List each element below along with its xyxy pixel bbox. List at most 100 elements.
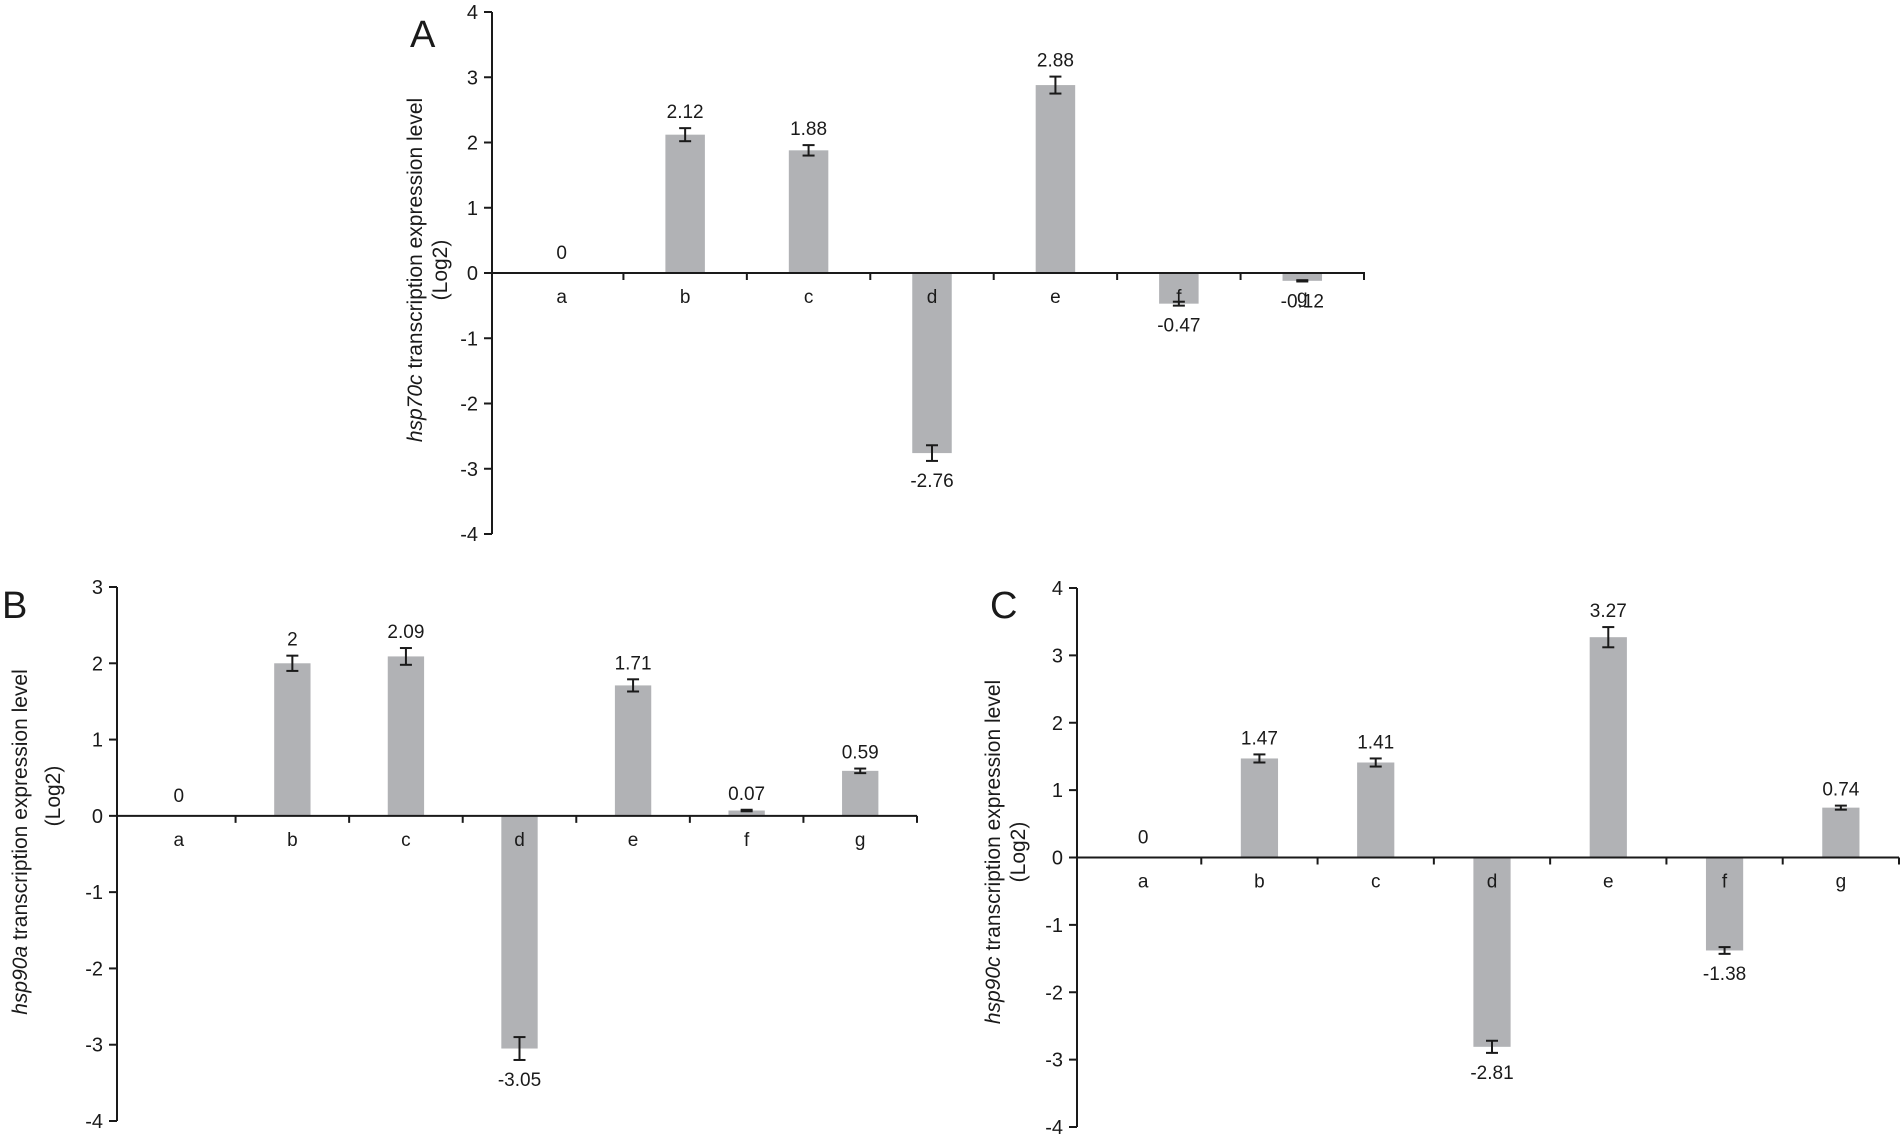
y-axis-title-gene-c: hsp90c bbox=[982, 956, 1005, 1024]
bar-c bbox=[387, 656, 425, 816]
y-axis-unit-b: (Log2) bbox=[42, 766, 65, 827]
y-axis-unit-c: (Log2) bbox=[1007, 822, 1030, 883]
y-tick-label: 2 bbox=[467, 133, 478, 155]
y-tick-label: 3 bbox=[467, 67, 478, 89]
x-tick-label: e bbox=[1603, 872, 1614, 893]
y-axis-title-gene-b: hsp90a bbox=[9, 946, 32, 1015]
x-tick-label: c bbox=[804, 287, 814, 308]
bar-d bbox=[912, 273, 952, 454]
x-tick-label: c bbox=[1371, 872, 1381, 893]
y-tick-label: -1 bbox=[460, 328, 478, 350]
y-tick-label: -3 bbox=[85, 1035, 103, 1057]
x-tick-label: d bbox=[927, 287, 938, 308]
x-tick-label: c bbox=[401, 830, 411, 851]
data-label-d: -2.76 bbox=[910, 471, 953, 492]
data-label-e: 1.71 bbox=[615, 653, 652, 674]
bar-g bbox=[1282, 273, 1323, 281]
x-tick-label: b bbox=[1254, 872, 1265, 893]
chart-panel-c: C hsp90c transcription expression level … bbox=[982, 578, 1900, 1139]
bar-b bbox=[1240, 758, 1279, 858]
y-tick-label: 3 bbox=[1052, 645, 1063, 667]
y-tick-label: -4 bbox=[460, 524, 478, 546]
y-axis-title-text-a: transcription expression level bbox=[404, 98, 427, 375]
bar-f bbox=[728, 810, 765, 816]
y-tick-label: -4 bbox=[85, 1111, 103, 1133]
x-tick-label: g bbox=[855, 830, 866, 851]
y-tick-label: 4 bbox=[467, 2, 478, 24]
data-label-a: 0 bbox=[556, 243, 567, 264]
data-label-b: 1.47 bbox=[1241, 728, 1278, 749]
x-tick-label: a bbox=[1138, 872, 1149, 893]
panel-letter-c: C bbox=[990, 585, 1017, 627]
y-axis-title-text-b: transcription expression level bbox=[9, 669, 32, 946]
x-tick-label: d bbox=[514, 830, 525, 851]
bar-e bbox=[614, 685, 652, 816]
chart-panel-b: B hsp90a transcription expression level … bbox=[2, 577, 918, 1133]
x-tick-label: b bbox=[287, 830, 298, 851]
data-label-g: 0.59 bbox=[842, 743, 879, 764]
y-tick-label: 0 bbox=[92, 806, 103, 828]
y-tick-label: 0 bbox=[467, 263, 478, 285]
data-label-c: 1.88 bbox=[790, 119, 827, 140]
bar-f bbox=[1159, 273, 1199, 304]
bar-c bbox=[1357, 762, 1395, 858]
data-label-g: 0.74 bbox=[1822, 780, 1859, 801]
bar-c bbox=[788, 150, 829, 273]
data-label-b: 2.12 bbox=[667, 102, 704, 123]
x-tick-label: d bbox=[1487, 872, 1498, 893]
y-tick-label: 3 bbox=[92, 577, 103, 599]
data-label-f: -1.38 bbox=[1703, 964, 1746, 985]
x-tick-label: e bbox=[628, 830, 639, 851]
y-tick-label: 2 bbox=[92, 653, 103, 675]
x-tick-label: f bbox=[1722, 872, 1728, 893]
data-label-g: -0.12 bbox=[1281, 291, 1324, 312]
y-tick-label: -3 bbox=[1045, 1050, 1063, 1072]
x-tick-label: g bbox=[1297, 287, 1308, 308]
bar-f bbox=[1705, 857, 1744, 951]
x-tick-label: a bbox=[173, 830, 184, 851]
y-tick-label: 4 bbox=[1052, 578, 1063, 600]
bar-b bbox=[274, 663, 311, 816]
bar-b bbox=[665, 134, 705, 273]
y-axis-title-a: hsp70c transcription expression level bbox=[404, 98, 427, 442]
y-tick-label: -2 bbox=[1045, 982, 1063, 1004]
x-tick-label: f bbox=[1176, 287, 1182, 308]
y-tick-label: 2 bbox=[1052, 713, 1063, 735]
x-tick-label: b bbox=[680, 287, 691, 308]
data-label-e: 3.27 bbox=[1590, 601, 1627, 622]
bar-e bbox=[1035, 85, 1076, 273]
x-tick-label: e bbox=[1050, 287, 1061, 308]
bar-e bbox=[1589, 637, 1627, 858]
y-tick-label: 0 bbox=[1052, 848, 1063, 870]
bar-d bbox=[501, 815, 538, 1049]
y-axis-title-c: hsp90c transcription expression level bbox=[982, 680, 1005, 1024]
x-tick-label: f bbox=[744, 830, 750, 851]
y-tick-label: -4 bbox=[1045, 1117, 1063, 1139]
data-label-a: 0 bbox=[1138, 828, 1149, 849]
data-label-f: -0.47 bbox=[1157, 316, 1200, 337]
y-axis-title-text-c: transcription expression level bbox=[982, 680, 1005, 957]
panel-letter-a: A bbox=[410, 14, 436, 56]
chart-panel-a: A hsp70c transcription expression level … bbox=[404, 2, 1365, 546]
data-label-c: 1.41 bbox=[1357, 732, 1394, 753]
y-tick-label: 1 bbox=[92, 730, 103, 752]
x-tick-label: a bbox=[556, 287, 567, 308]
y-axis-title-gene-a: hsp70c bbox=[404, 374, 427, 442]
data-label-e: 2.88 bbox=[1037, 51, 1074, 72]
y-tick-label: 1 bbox=[1052, 780, 1063, 802]
x-tick-label: g bbox=[1836, 872, 1847, 893]
y-tick-label: -1 bbox=[1045, 915, 1063, 937]
y-tick-label: -2 bbox=[460, 394, 478, 416]
data-label-d: -2.81 bbox=[1470, 1063, 1513, 1084]
data-label-b: 2 bbox=[287, 630, 298, 651]
y-axis-title-b: hsp90a transcription expression level bbox=[9, 669, 32, 1015]
data-label-f: 0.07 bbox=[728, 784, 765, 805]
y-tick-label: -3 bbox=[460, 459, 478, 481]
panel-letter-b: B bbox=[2, 585, 27, 627]
y-tick-label: 1 bbox=[467, 198, 478, 220]
bar-g bbox=[1822, 807, 1860, 858]
y-tick-label: -1 bbox=[85, 882, 103, 904]
y-tick-label: -2 bbox=[85, 958, 103, 980]
data-label-c: 2.09 bbox=[387, 622, 424, 643]
